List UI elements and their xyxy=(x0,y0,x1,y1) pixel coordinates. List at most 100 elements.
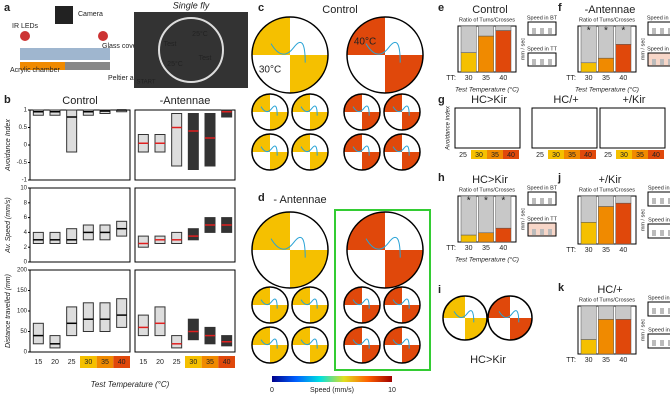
bar xyxy=(580,339,597,355)
quadrant xyxy=(510,318,532,340)
arena xyxy=(383,326,421,364)
speed-box xyxy=(652,230,656,236)
plot-frame xyxy=(134,109,236,181)
quadrant xyxy=(344,305,362,323)
trajectory xyxy=(260,298,278,309)
arena xyxy=(383,286,421,324)
temp-cell xyxy=(96,356,114,368)
label: - Antennae xyxy=(273,194,326,206)
label: 30 xyxy=(465,245,473,252)
box xyxy=(171,113,183,167)
label: 30 xyxy=(465,75,473,82)
label: f xyxy=(558,2,562,14)
quadrant xyxy=(402,305,420,323)
label: Control xyxy=(62,95,97,107)
quadrant xyxy=(310,94,328,112)
x-tick-label: 40 xyxy=(223,359,231,366)
quadrant xyxy=(310,112,328,130)
speed-box xyxy=(652,59,656,65)
temp-cell xyxy=(648,150,664,159)
speed-box xyxy=(660,198,664,204)
label: 25 xyxy=(459,152,467,159)
label: TT: xyxy=(446,75,456,82)
label: 0 xyxy=(270,387,274,394)
box xyxy=(187,113,199,170)
quadrant xyxy=(443,296,465,318)
box xyxy=(204,113,216,167)
box xyxy=(187,228,199,241)
arena xyxy=(383,93,421,131)
speed-box xyxy=(532,229,536,235)
quadrant xyxy=(292,327,310,345)
quadrant xyxy=(270,287,288,305)
plot-frame xyxy=(29,109,131,181)
quadrant xyxy=(384,327,402,345)
label: Speed in BT xyxy=(648,185,670,191)
highlight xyxy=(334,209,431,371)
peltier xyxy=(20,62,65,70)
label: 10 xyxy=(388,387,396,394)
quadrant xyxy=(290,212,328,250)
label: h xyxy=(438,172,445,184)
label: Speed in TT xyxy=(648,327,670,333)
box xyxy=(187,318,199,341)
box xyxy=(154,306,166,337)
label: START xyxy=(136,80,155,86)
y-tick-label: 0 xyxy=(24,260,28,266)
label: 25°C xyxy=(192,30,208,38)
quadrant xyxy=(362,134,380,152)
quadrant xyxy=(292,345,310,363)
x-tick-label: 40 xyxy=(118,359,126,366)
quadrant xyxy=(465,296,487,318)
label: 25°C xyxy=(167,60,183,68)
label: Speed in BT xyxy=(648,295,670,301)
box xyxy=(66,306,78,337)
bar xyxy=(460,52,477,73)
label: 35 xyxy=(482,245,490,252)
y-axis-label: Avoidance Index xyxy=(5,119,12,172)
quadrant xyxy=(402,327,420,345)
label: HC>Kir xyxy=(472,174,508,186)
quadrant xyxy=(384,287,402,305)
label: e xyxy=(438,2,444,14)
box xyxy=(221,335,233,347)
bar xyxy=(598,206,614,245)
plot-frame xyxy=(599,107,666,149)
label: 30 xyxy=(585,247,593,254)
label: Control xyxy=(322,4,357,16)
quadrant xyxy=(310,152,328,170)
speed-box xyxy=(548,28,552,34)
label: 40 xyxy=(619,247,627,254)
box xyxy=(171,231,183,244)
temp-cell xyxy=(616,150,632,159)
box xyxy=(116,298,128,328)
quadrant xyxy=(290,250,328,288)
y-axis-label: Av. Speed (mm/s) xyxy=(5,197,12,253)
label: 35 xyxy=(491,152,499,159)
speed-box xyxy=(660,230,664,236)
speed-box xyxy=(548,59,552,65)
arena xyxy=(383,133,421,171)
trajectory xyxy=(453,310,475,323)
x-tick-label: 35 xyxy=(101,359,109,366)
box xyxy=(171,335,183,349)
quadrant xyxy=(310,134,328,152)
arena xyxy=(291,93,329,131)
label: 30 xyxy=(585,357,593,364)
speed-frame xyxy=(647,52,670,67)
speed-box xyxy=(660,340,664,346)
label: 30°C xyxy=(259,65,281,76)
bar xyxy=(580,222,597,245)
unit: mm / sec xyxy=(520,38,526,61)
label: Speed in BT xyxy=(527,185,558,191)
y-tick-label: -0.5 xyxy=(17,160,28,166)
unit: mm / sec xyxy=(640,209,646,232)
setup-label: Acrylic chamber xyxy=(10,67,60,74)
x-tick-label: 15 xyxy=(139,359,147,366)
label: TT: xyxy=(446,245,456,252)
setup-label: IR LEDs xyxy=(12,23,39,30)
quadrant xyxy=(310,287,328,305)
arena xyxy=(442,295,488,341)
label: 35 xyxy=(602,75,610,82)
box xyxy=(32,109,44,116)
